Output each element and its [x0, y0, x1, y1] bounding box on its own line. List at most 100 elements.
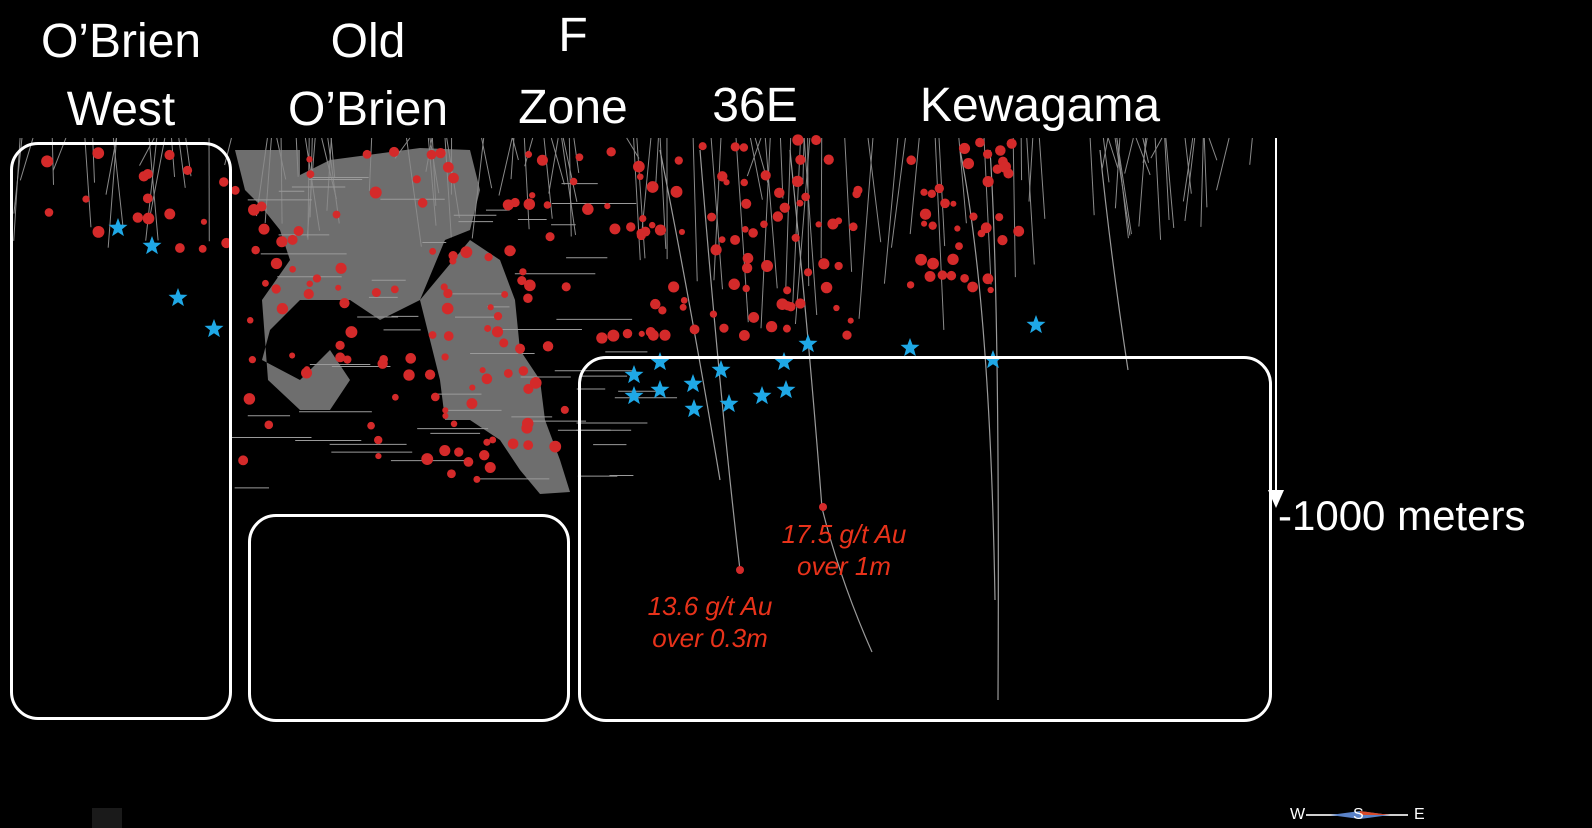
target-star-icon	[900, 338, 920, 357]
drill-intercept	[927, 257, 939, 270]
drill-trace	[523, 137, 530, 230]
drill-intercept	[487, 304, 494, 311]
drill-intercept	[293, 226, 304, 236]
drill-intercept	[545, 232, 555, 242]
intercept-grade: 17.5 g/t Au	[781, 519, 907, 549]
target-star-icon	[624, 365, 644, 384]
drill-intercept	[977, 229, 986, 238]
drill-intercept	[969, 212, 978, 221]
drill-intercept	[560, 405, 569, 414]
drill-trace	[1012, 137, 1016, 278]
drill-trace	[429, 137, 440, 194]
drill-trace	[883, 137, 899, 284]
drill-intercept	[429, 247, 437, 255]
drill-trace	[1107, 137, 1119, 169]
drill-trace	[406, 137, 422, 247]
drill-intercept	[549, 440, 562, 453]
drill-intercept	[698, 142, 707, 151]
target-star-icon	[204, 319, 224, 338]
drill-intercept	[575, 153, 584, 162]
drill-intercept	[271, 284, 281, 294]
drill-intercept	[638, 330, 645, 337]
drill-trace	[890, 137, 906, 248]
drill-trace	[1038, 137, 1046, 219]
drill-trace	[807, 137, 810, 287]
compass-south-label: S	[1353, 806, 1364, 823]
drill-trace	[760, 137, 771, 329]
drill-intercept	[924, 270, 936, 282]
drill-trace	[858, 137, 874, 319]
drill-intercept	[256, 201, 267, 212]
drill-intercept	[795, 154, 806, 165]
drill-intercept	[371, 288, 381, 298]
depth-arrow-head-icon	[1268, 490, 1284, 508]
drill-intercept	[335, 352, 346, 363]
drill-intercept	[709, 310, 718, 318]
drill-intercept	[481, 373, 493, 385]
drill-trace	[561, 137, 577, 236]
drill-intercept	[428, 331, 437, 339]
drill-intercept	[820, 281, 833, 294]
drill-trace	[1203, 137, 1208, 208]
drill-intercept	[264, 420, 274, 430]
drill-intercept	[306, 170, 315, 179]
drill-trace	[481, 137, 493, 189]
drill-intercept	[484, 324, 492, 332]
drill-intercept	[142, 168, 153, 180]
drill-intercept	[674, 156, 683, 165]
drill-intercept	[668, 281, 680, 293]
drill-trace	[264, 137, 272, 224]
drill-intercept	[661, 332, 669, 341]
drill-intercept	[947, 253, 959, 265]
drill-intercept	[982, 176, 994, 188]
intercept-width: over 1m	[797, 551, 891, 581]
drill-trace	[1208, 137, 1218, 161]
drill-intercept	[791, 175, 804, 188]
drill-trace	[820, 137, 823, 259]
drill-intercept	[405, 353, 417, 364]
drill-intercept	[442, 407, 449, 414]
drill-intercept	[730, 234, 741, 245]
drill-intercept	[569, 177, 578, 186]
drill-intercept	[335, 284, 342, 291]
zone-label-old-obrien: Old O’Brien	[256, 18, 480, 134]
drill-trace	[1026, 137, 1035, 265]
drill-trace	[512, 137, 519, 161]
intercept-grade: 13.6 g/t Au	[647, 591, 773, 621]
drill-trace	[844, 137, 853, 272]
drill-intercept	[289, 265, 296, 273]
zone-label-line: Zone	[518, 81, 628, 134]
drill-intercept	[499, 338, 509, 348]
drill-intercept	[596, 332, 608, 344]
drill-intercept	[783, 286, 792, 295]
intercept-17-5-point	[819, 503, 827, 511]
corner-square	[92, 808, 122, 828]
drill-intercept	[626, 222, 636, 232]
drill-intercept	[390, 285, 399, 294]
drill-intercept	[853, 185, 863, 195]
target-star-icon	[683, 374, 703, 393]
zone-label-kewagama: Kewagama	[880, 82, 1200, 130]
deep-drill-trace	[659, 149, 721, 481]
drill-intercept	[219, 177, 229, 187]
drill-intercept	[946, 270, 957, 281]
drill-trace	[764, 137, 778, 289]
drill-trace	[444, 137, 452, 238]
drill-trace	[1102, 137, 1110, 183]
drill-intercept	[175, 243, 185, 253]
drill-intercept	[369, 186, 382, 199]
compass-west-label: W	[1290, 806, 1306, 823]
drill-intercept	[509, 247, 516, 254]
drill-intercept	[454, 447, 464, 457]
drill-intercept	[142, 212, 155, 225]
drill-intercept	[448, 172, 459, 184]
target-star-icon	[798, 334, 818, 353]
intercept-width: over 0.3m	[652, 623, 768, 653]
drill-intercept	[164, 208, 176, 220]
drill-intercept	[441, 302, 454, 315]
drill-intercept	[847, 317, 854, 324]
drill-trace	[1142, 137, 1150, 163]
drill-trace	[1114, 137, 1131, 236]
drill-intercept	[654, 224, 667, 236]
drill-trace	[713, 137, 722, 281]
